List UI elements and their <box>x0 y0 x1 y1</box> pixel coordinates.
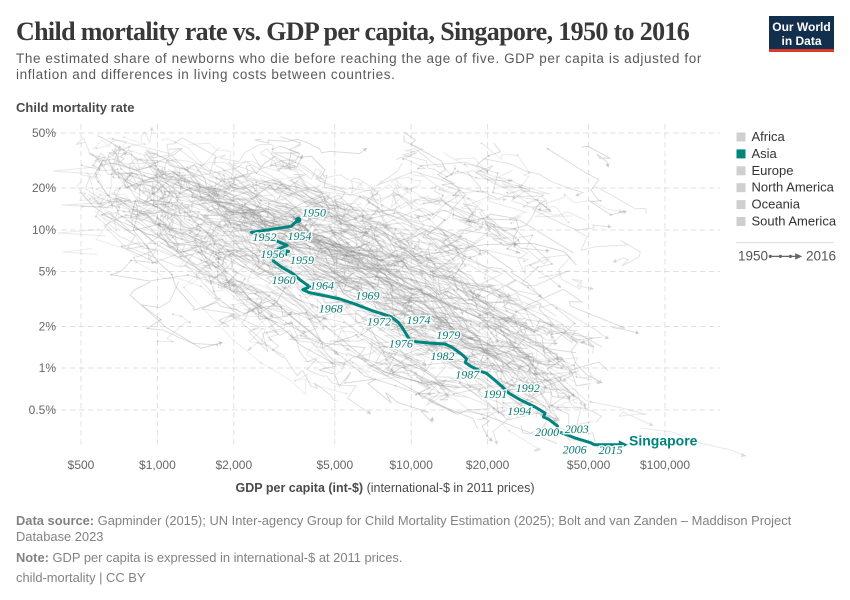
svg-text:1969: 1969 <box>356 289 380 303</box>
svg-text:2015: 2015 <box>599 443 623 457</box>
svg-text:Asia: Asia <box>752 146 778 161</box>
svg-text:1950: 1950 <box>738 249 768 264</box>
svg-text:$20,000: $20,000 <box>466 458 510 472</box>
svg-text:$50,000: $50,000 <box>567 458 611 472</box>
svg-text:1968: 1968 <box>319 302 343 316</box>
svg-text:1994: 1994 <box>507 404 531 418</box>
svg-text:1979: 1979 <box>436 328 460 342</box>
svg-text:2%: 2% <box>39 320 57 334</box>
svg-text:2003: 2003 <box>565 422 589 436</box>
svg-text:$100,000: $100,000 <box>640 458 690 472</box>
svg-text:1976: 1976 <box>389 337 413 351</box>
svg-text:North America: North America <box>752 180 835 195</box>
svg-text:1972: 1972 <box>367 315 391 329</box>
svg-text:1952: 1952 <box>253 230 277 244</box>
svg-text:$10,000: $10,000 <box>390 458 434 472</box>
svg-text:$2,000: $2,000 <box>215 458 252 472</box>
svg-text:1950: 1950 <box>302 206 326 220</box>
svg-text:1987: 1987 <box>455 368 480 382</box>
svg-text:2000: 2000 <box>535 425 559 439</box>
svg-text:1964: 1964 <box>310 279 334 293</box>
svg-text:1954: 1954 <box>288 229 312 243</box>
svg-text:1960: 1960 <box>272 273 296 287</box>
svg-text:20%: 20% <box>32 181 56 195</box>
svg-text:1991: 1991 <box>483 387 507 401</box>
svg-text:0.5%: 0.5% <box>29 403 57 417</box>
svg-text:Singapore: Singapore <box>629 433 698 449</box>
svg-text:1982: 1982 <box>431 349 455 363</box>
svg-text:$1,000: $1,000 <box>139 458 176 472</box>
svg-text:1959: 1959 <box>290 253 314 267</box>
svg-text:50%: 50% <box>32 126 56 140</box>
svg-text:1974: 1974 <box>407 313 431 327</box>
svg-text:2006: 2006 <box>563 443 587 457</box>
svg-text:Oceania: Oceania <box>752 197 801 212</box>
svg-text:Africa: Africa <box>752 129 786 144</box>
svg-text:$5,000: $5,000 <box>316 458 353 472</box>
svg-text:South America: South America <box>752 214 837 229</box>
svg-text:2016: 2016 <box>806 249 836 264</box>
svg-text:10%: 10% <box>32 223 56 237</box>
svg-text:1992: 1992 <box>516 381 540 395</box>
svg-text:1956: 1956 <box>261 247 285 261</box>
svg-text:Europe: Europe <box>752 163 794 178</box>
svg-text:$500: $500 <box>68 458 95 472</box>
svg-text:1%: 1% <box>39 361 57 375</box>
svg-text:5%: 5% <box>39 265 57 279</box>
